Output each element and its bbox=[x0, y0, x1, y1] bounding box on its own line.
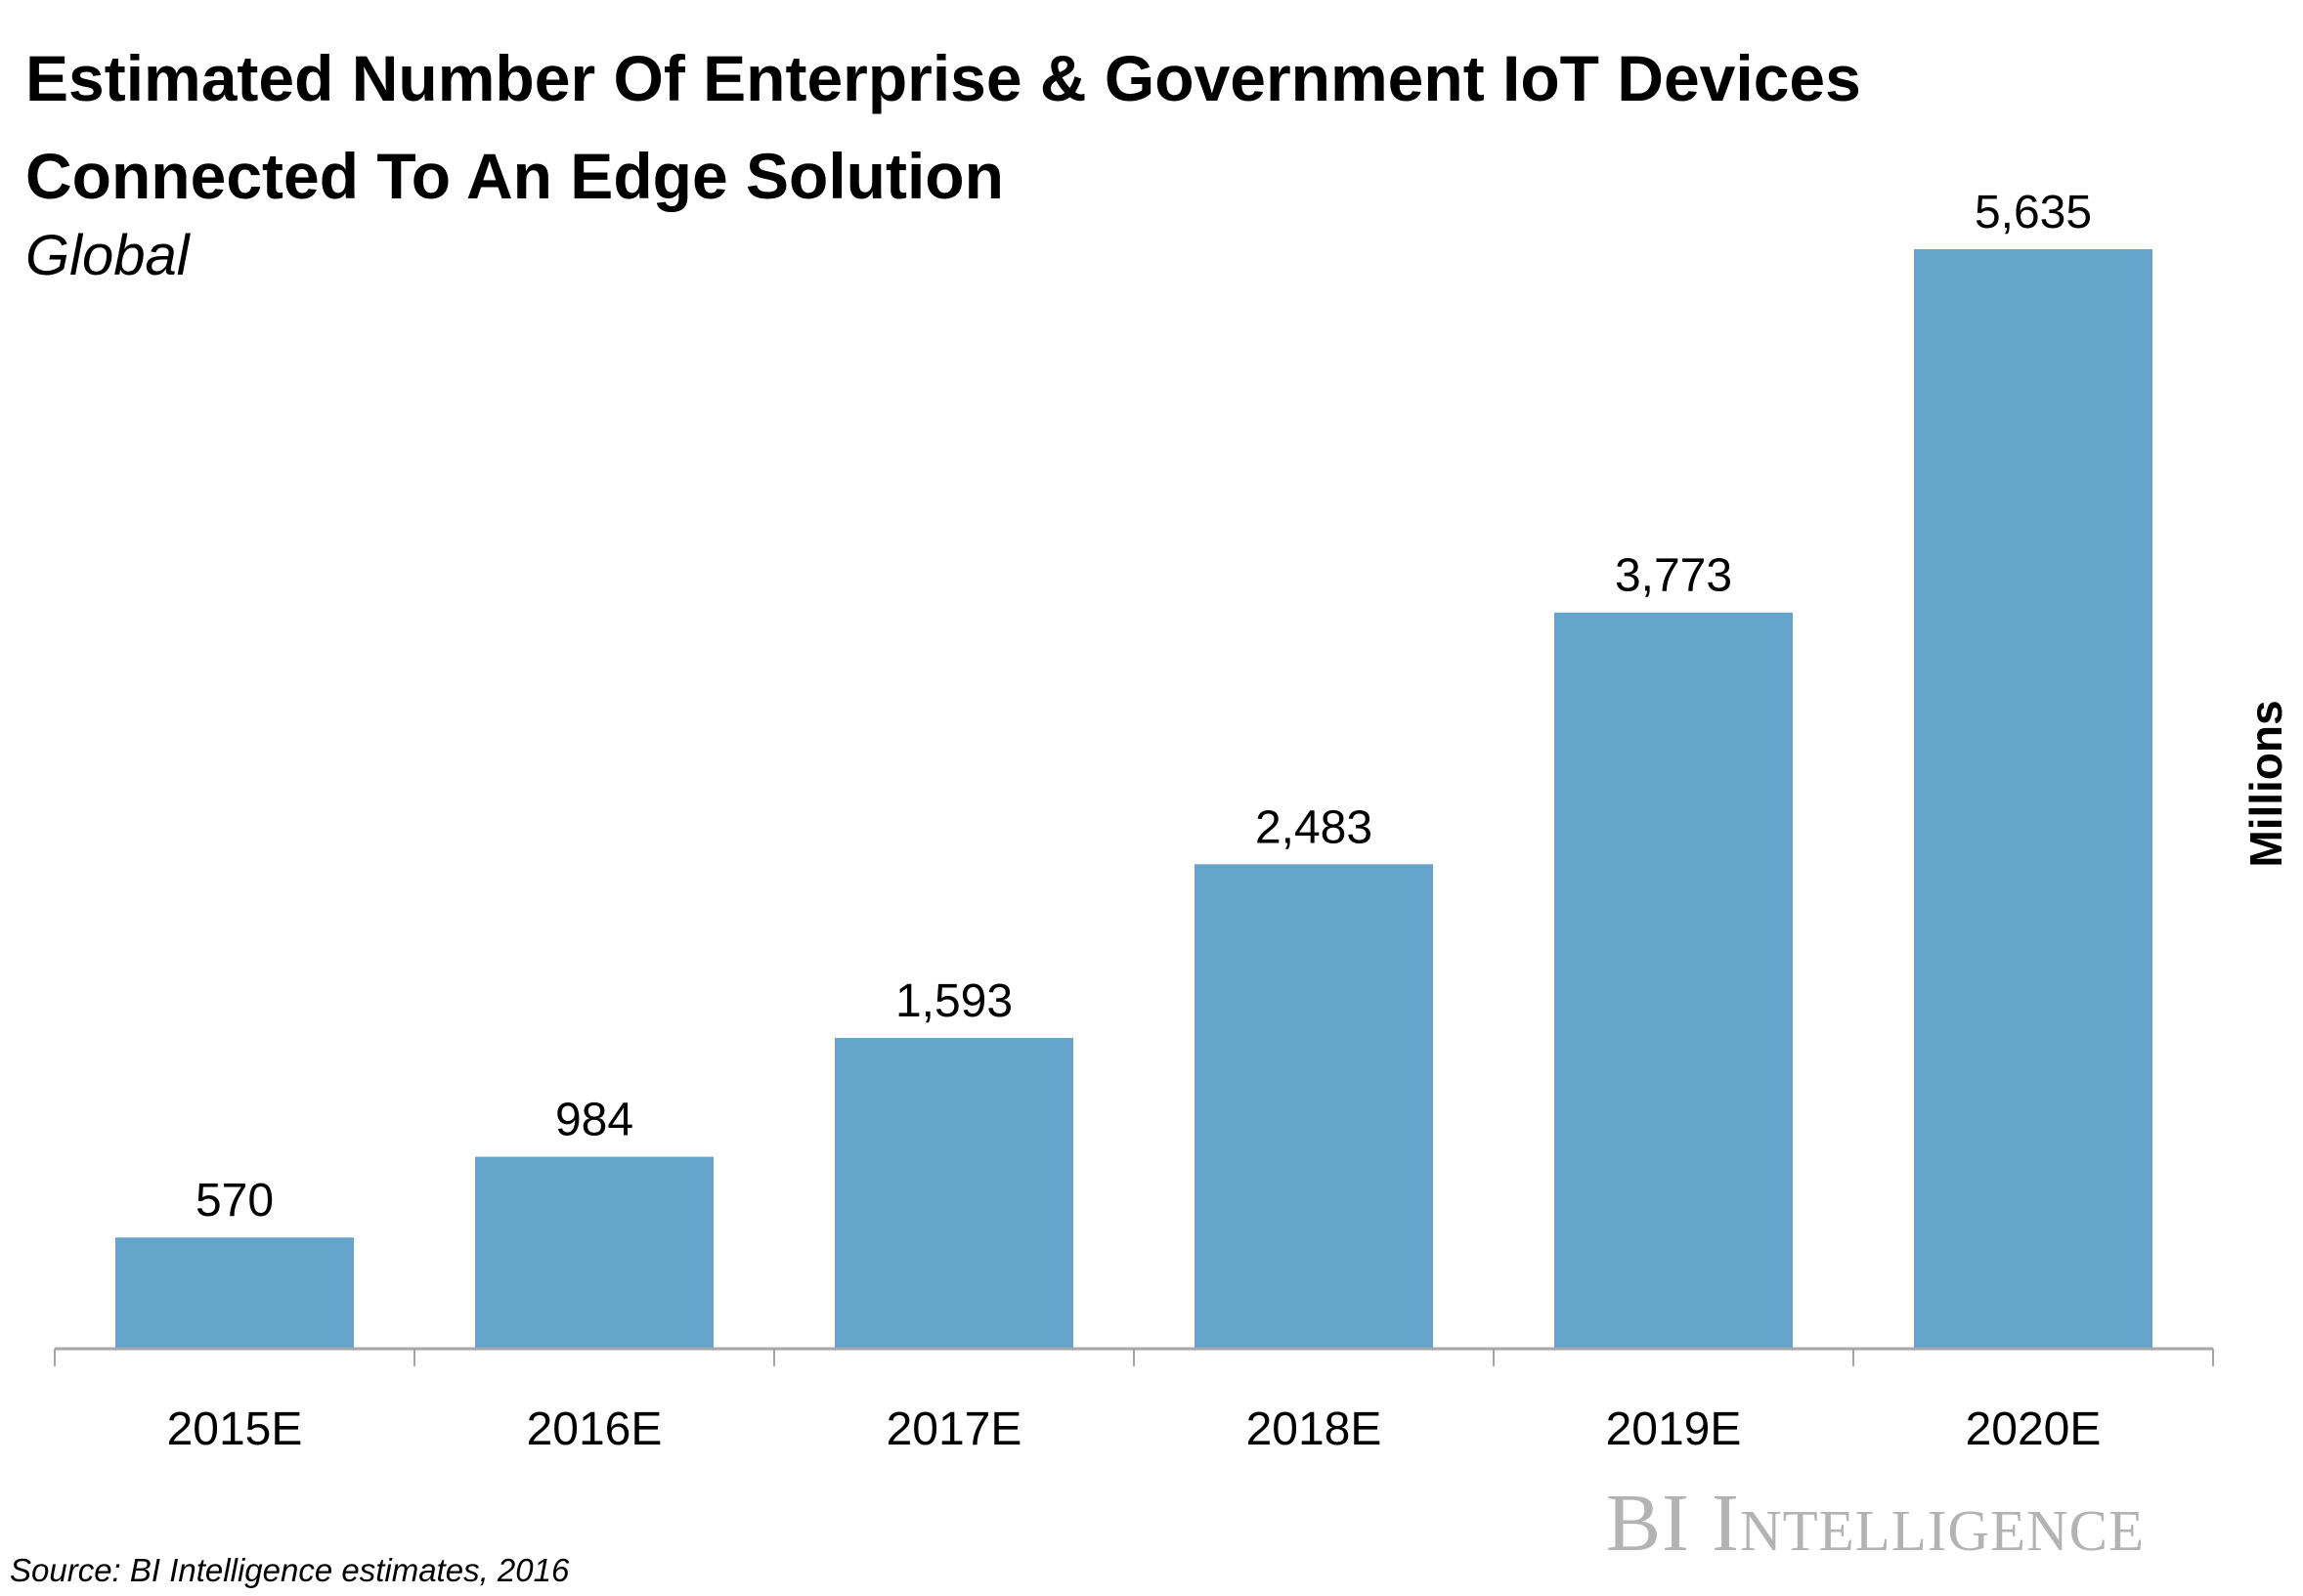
x-tick-label: 2018E bbox=[1246, 1403, 1382, 1455]
x-tick-label: 2017E bbox=[887, 1403, 1022, 1455]
x-tick-label: 2016E bbox=[527, 1403, 663, 1455]
bar bbox=[1554, 612, 1793, 1349]
chart-subtitle: Global bbox=[25, 224, 190, 287]
x-tick-label: 2020E bbox=[1966, 1403, 2102, 1455]
x-tick-label: 2019E bbox=[1606, 1403, 1742, 1455]
bar bbox=[475, 1156, 714, 1349]
bi-intelligence-logo: BI Intelligence bbox=[1606, 1478, 2146, 1569]
data-label: 570 bbox=[196, 1175, 274, 1227]
bar bbox=[835, 1037, 1073, 1349]
data-label: 3,773 bbox=[1615, 550, 1732, 602]
bar bbox=[1914, 249, 2152, 1349]
bar bbox=[115, 1237, 354, 1349]
data-label: 5,635 bbox=[1975, 187, 2092, 238]
chart-title: Estimated Number Of Enterprise & Governm… bbox=[25, 42, 1861, 212]
data-label: 2,483 bbox=[1255, 801, 1372, 853]
bar bbox=[1195, 864, 1433, 1349]
data-label: 1,593 bbox=[895, 975, 1013, 1027]
source-note: Source: BI Intelligence estimates, 2016 bbox=[10, 1552, 570, 1588]
x-tick-label: 2015E bbox=[167, 1403, 303, 1455]
data-label: 984 bbox=[555, 1095, 633, 1146]
